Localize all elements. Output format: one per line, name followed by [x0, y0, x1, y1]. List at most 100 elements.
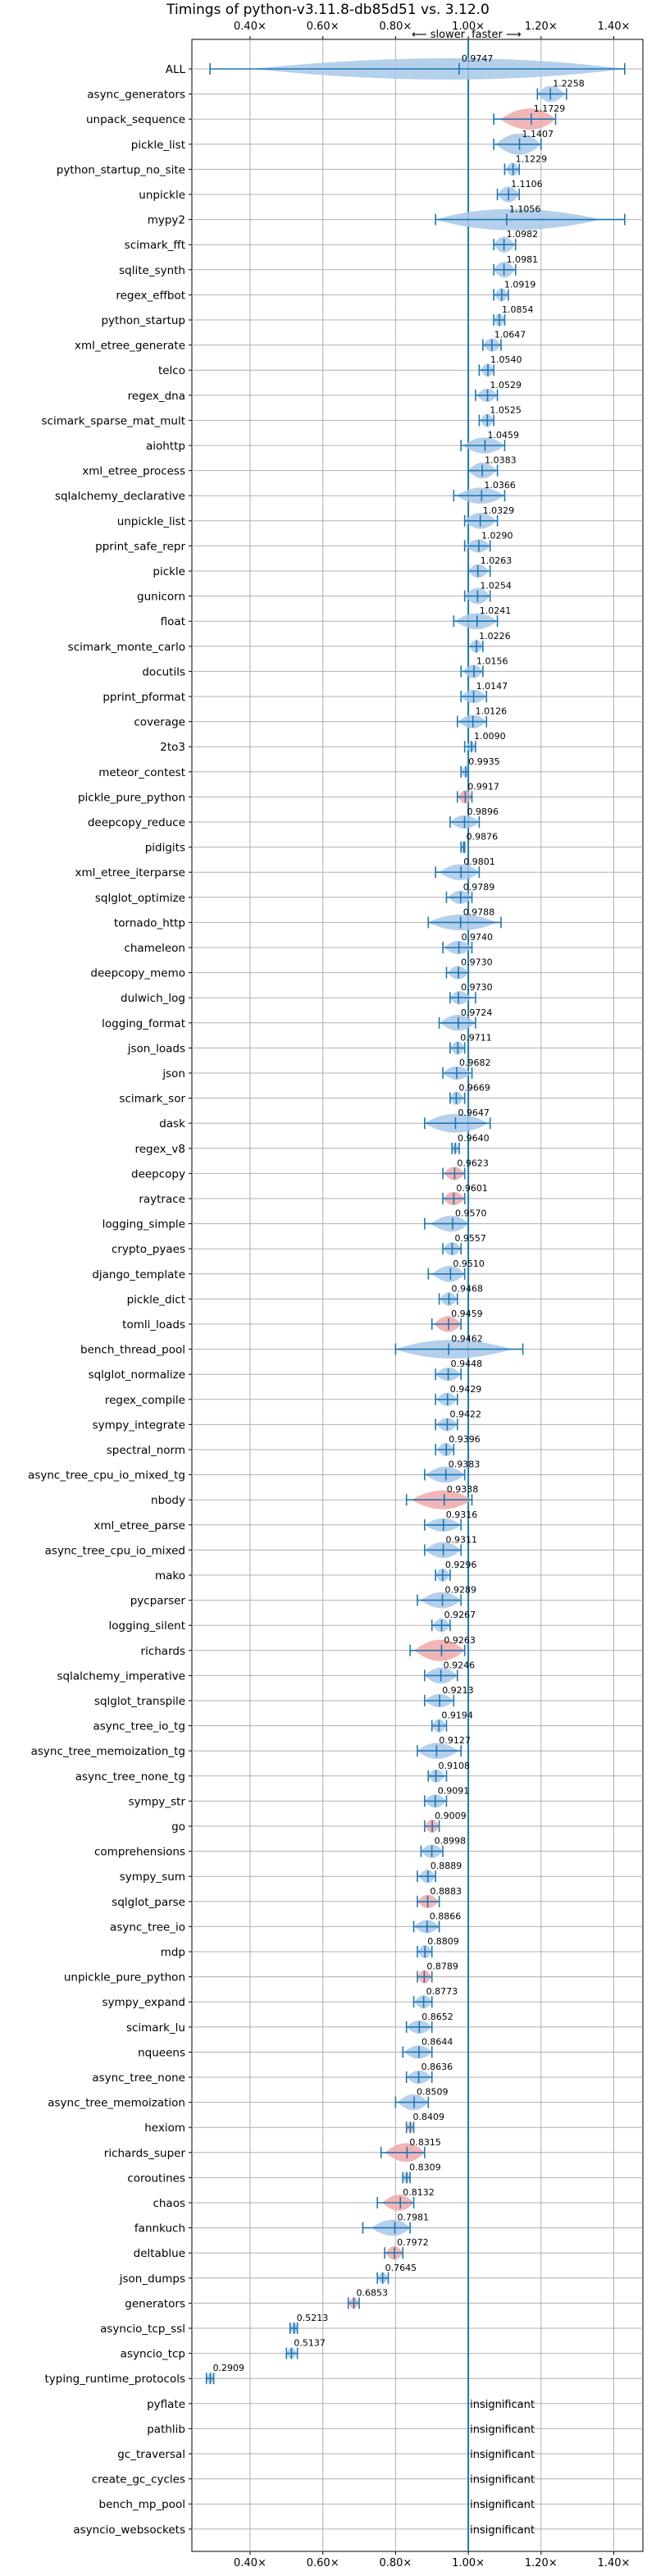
value-label: 1.0919 [504, 279, 536, 290]
y-tick-label: gunicorn [137, 591, 185, 604]
y-tick-label: raytrace [139, 1193, 185, 1206]
value-label: 0.8998 [435, 1836, 467, 1847]
y-tick-label: pathlib [147, 2423, 185, 2436]
y-tick-label: sqlglot_transpile [94, 1695, 185, 1708]
y-tick-label: async_tree_memoization [48, 2097, 185, 2110]
value-label: 1.0241 [480, 605, 512, 616]
y-tick-label: chaos [153, 2197, 185, 2210]
value-label: 1.0254 [480, 581, 512, 591]
y-tick-label: asyncio_websockets [73, 2523, 185, 2537]
x-tick-label-bottom: 1.40× [598, 2557, 631, 2569]
x-tick-label-top: 1.40× [598, 21, 631, 33]
y-tick-label: unpickle [139, 189, 185, 202]
insignificant-label: insignificant [470, 2499, 535, 2511]
y-tick-label: bench_thread_pool [80, 1344, 185, 1357]
chart-title: Timings of python-v3.11.8-db85d51 vs. 3.… [166, 2, 490, 18]
y-tick-label: sqlite_synth [119, 264, 185, 277]
y-tick-label: sqlalchemy_declarative [55, 490, 185, 503]
value-label: 1.0263 [481, 555, 512, 566]
y-tick-label: pidigits [145, 842, 185, 855]
value-label: 0.9396 [449, 1434, 481, 1445]
y-tick-label: regex_dna [128, 390, 185, 403]
y-tick-label: scimark_sparse_mat_mult [42, 414, 185, 427]
y-tick-label: async_tree_io_tg [93, 1720, 185, 1733]
y-tick-label: nbody [151, 1494, 185, 1507]
value-label: 0.9448 [451, 1359, 483, 1369]
y-tick-label: sqlglot_normalize [89, 1368, 185, 1382]
value-label: 1.0459 [487, 430, 519, 441]
value-label: 0.8309 [409, 2162, 441, 2172]
y-tick-label: deltablue [134, 2247, 185, 2260]
y-tick-label: pycparser [130, 1595, 186, 1608]
value-label: 1.1229 [516, 153, 548, 164]
y-tick-label: dulwich_log [121, 992, 185, 1005]
y-tick-label: comprehensions [94, 1846, 185, 1859]
y-tick-label: bench_mp_pool [99, 2498, 185, 2511]
y-tick-label: gc_traversal [117, 2448, 185, 2461]
value-label: 0.5213 [297, 2313, 329, 2323]
y-tick-label: coroutines [127, 2172, 185, 2185]
value-label: 0.9747 [462, 53, 494, 64]
value-label: 0.8652 [421, 2012, 453, 2022]
value-label: 1.1106 [511, 179, 543, 190]
value-label: 0.9896 [467, 806, 499, 817]
y-tick-label: richards_super [104, 2147, 186, 2160]
y-tick-label: float [161, 615, 185, 628]
value-label: 0.9468 [452, 1283, 484, 1294]
value-label: 1.0981 [507, 254, 539, 265]
y-tick-label: async_tree_cpu_io_mixed_tg [28, 1469, 185, 1482]
value-label: 0.9213 [442, 1685, 474, 1696]
y-tick-label: scimark_lu [126, 2021, 185, 2035]
value-label: 0.6853 [357, 2287, 389, 2298]
y-tick-label: tornado_http [114, 916, 185, 929]
value-label: 0.9383 [449, 1459, 481, 1470]
y-tick-label: unpickle_list [117, 515, 185, 528]
y-tick-label: ALL [166, 63, 186, 76]
value-label: 0.9917 [467, 781, 499, 792]
value-label: 0.9510 [453, 1258, 485, 1269]
y-tick-label: dask [159, 1117, 185, 1130]
value-label: 0.9009 [435, 1811, 467, 1821]
value-label: 0.8509 [417, 2087, 449, 2098]
value-label: 1.1407 [522, 129, 554, 139]
y-tick-label: sympy_integrate [93, 1418, 185, 1432]
x-tick-label-bottom: 1.00× [452, 2557, 485, 2569]
y-tick-label: sympy_expand [102, 1996, 185, 2009]
value-label: 0.9935 [468, 756, 500, 767]
y-tick-label: django_template [92, 1268, 185, 1281]
y-tick-label: python_startup_no_site [57, 163, 185, 176]
value-label: 0.9801 [463, 856, 495, 867]
y-tick-label: xml_etree_parse [93, 1519, 185, 1532]
y-tick-label: nqueens [138, 2046, 185, 2059]
value-label: 0.9289 [445, 1585, 477, 1596]
insignificant-label: insignificant [470, 2449, 535, 2461]
value-label: 0.8409 [413, 2112, 444, 2122]
value-label: 1.0147 [476, 681, 508, 692]
y-tick-label: regex_effbot [116, 289, 185, 302]
y-tick-label: chameleon [124, 942, 185, 955]
y-tick-label: sympy_str [129, 1795, 186, 1808]
y-tick-label: typing_runtime_protocols [45, 2373, 186, 2386]
y-tick-label: deepcopy [131, 1167, 185, 1181]
y-tick-label: asyncio_tcp [121, 2348, 185, 2361]
value-label: 0.9316 [446, 1510, 478, 1520]
value-label: 0.9108 [439, 1761, 471, 1771]
y-tick-label: logging_simple [102, 1218, 185, 1231]
y-tick-label: async_tree_none_tg [75, 1770, 185, 1784]
value-label: 0.8132 [403, 2187, 435, 2198]
value-label: 1.0156 [476, 655, 508, 666]
value-label: 0.9789 [463, 882, 495, 893]
value-label: 1.0366 [484, 480, 516, 491]
insignificant-label: insignificant [470, 2399, 535, 2411]
y-tick-label: mypy2 [148, 214, 185, 227]
value-label: 1.0982 [507, 229, 539, 240]
x-tick-label-top: 0.40× [234, 21, 266, 33]
value-label: 1.0126 [476, 706, 508, 717]
y-tick-label: scimark_sor [119, 1093, 185, 1106]
x-tick-label-top: 1.20× [525, 21, 558, 33]
value-label: 0.9711 [460, 1032, 492, 1043]
y-tick-label: pickle [153, 565, 185, 578]
value-label: 0.8789 [426, 1962, 458, 1972]
x-tick-label-bottom: 1.20× [525, 2557, 558, 2569]
y-tick-label: fannkuch [134, 2222, 185, 2236]
